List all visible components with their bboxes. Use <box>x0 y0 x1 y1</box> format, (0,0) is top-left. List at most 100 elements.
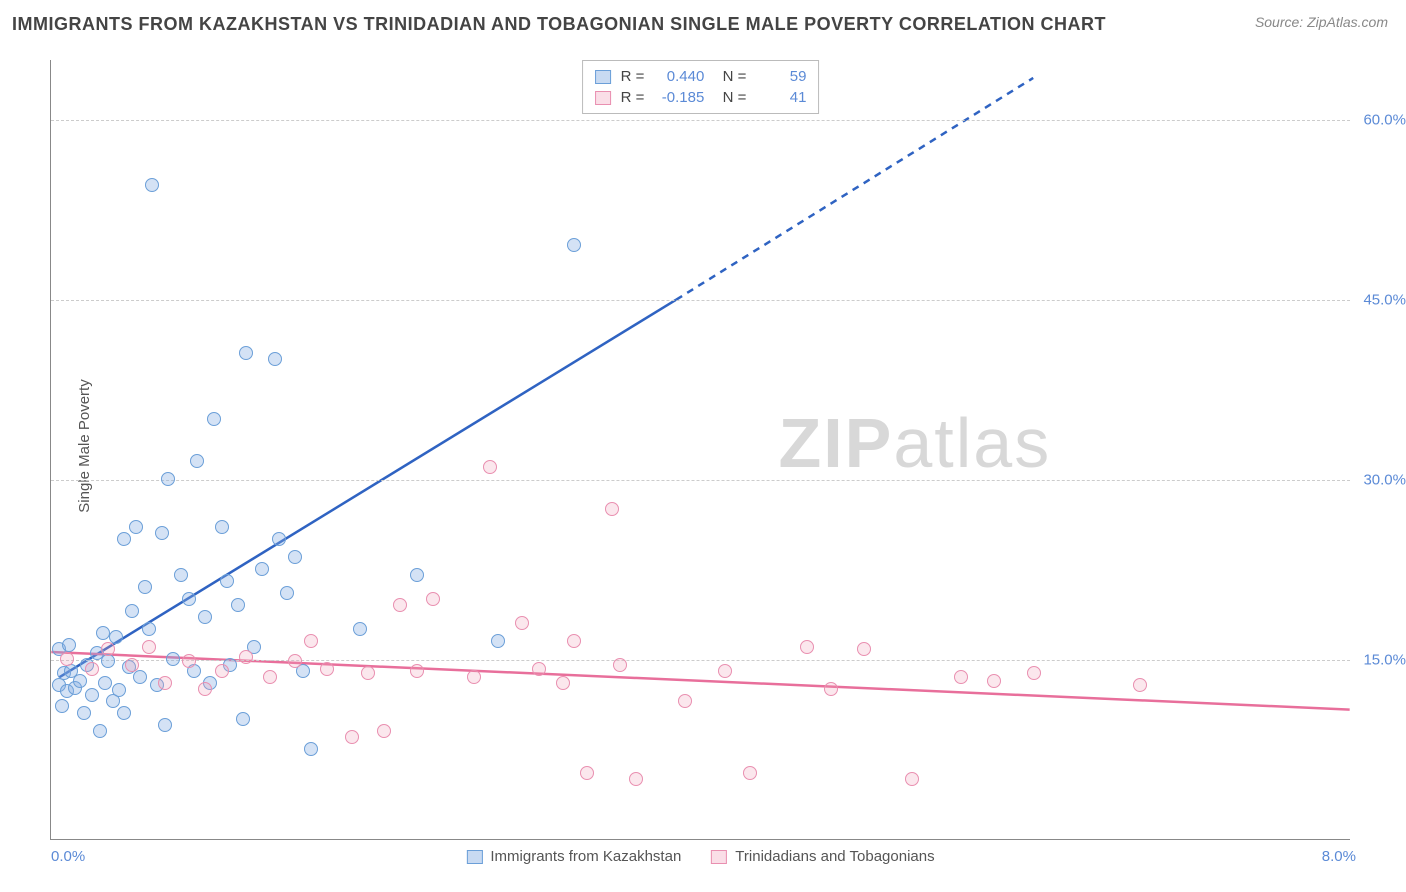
data-point-tt <box>125 658 139 672</box>
trend-line-kaz <box>59 300 676 678</box>
data-point-tt <box>345 730 359 744</box>
data-point-kaz <box>255 562 269 576</box>
data-point-tt <box>60 652 74 666</box>
data-point-kaz <box>158 718 172 732</box>
r-value-tt: -0.185 <box>654 89 704 106</box>
data-point-kaz <box>62 638 76 652</box>
data-point-kaz <box>239 346 253 360</box>
data-point-tt <box>320 662 334 676</box>
scatter-plot: ZIPatlas R = 0.440 N = 59 R = -0.185 N =… <box>50 60 1350 840</box>
data-point-kaz <box>125 604 139 618</box>
data-point-tt <box>215 664 229 678</box>
data-point-kaz <box>268 352 282 366</box>
data-point-kaz <box>85 688 99 702</box>
data-point-kaz <box>198 610 212 624</box>
data-point-kaz <box>155 526 169 540</box>
r-label: R = <box>621 68 645 85</box>
data-point-kaz <box>161 472 175 486</box>
data-point-tt <box>556 676 570 690</box>
data-point-kaz <box>182 592 196 606</box>
data-point-tt <box>85 662 99 676</box>
source-label: Source: ZipAtlas.com <box>1255 14 1388 30</box>
data-point-tt <box>613 658 627 672</box>
swatch-blue <box>595 70 611 84</box>
r-value-kaz: 0.440 <box>654 68 704 85</box>
gridline <box>51 120 1350 121</box>
data-point-kaz <box>142 622 156 636</box>
data-point-kaz <box>491 634 505 648</box>
data-point-kaz <box>220 574 234 588</box>
data-point-tt <box>410 664 424 678</box>
data-point-kaz <box>112 683 126 697</box>
data-point-kaz <box>55 699 69 713</box>
data-point-kaz <box>567 238 581 252</box>
data-point-tt <box>239 650 253 664</box>
data-point-kaz <box>117 532 131 546</box>
data-point-tt <box>377 724 391 738</box>
legend-item-tt: Trinidadians and Tobagonians <box>711 848 934 865</box>
legend-item-kaz: Immigrants from Kazakhstan <box>466 848 681 865</box>
data-point-kaz <box>145 178 159 192</box>
chart-title: IMMIGRANTS FROM KAZAKHSTAN VS TRINIDADIA… <box>12 14 1106 35</box>
n-label: N = <box>714 89 746 106</box>
data-point-tt <box>800 640 814 654</box>
data-point-tt <box>426 592 440 606</box>
stats-row-kaz: R = 0.440 N = 59 <box>595 66 807 87</box>
data-point-kaz <box>236 712 250 726</box>
data-point-tt <box>515 616 529 630</box>
data-point-kaz <box>288 550 302 564</box>
data-point-kaz <box>353 622 367 636</box>
data-point-kaz <box>133 670 147 684</box>
r-label: R = <box>621 89 645 106</box>
data-point-kaz <box>73 674 87 688</box>
swatch-pink <box>595 91 611 105</box>
y-tick-label: 15.0% <box>1363 652 1406 669</box>
data-point-tt <box>532 662 546 676</box>
stats-row-tt: R = -0.185 N = 41 <box>595 87 807 108</box>
legend-label-kaz: Immigrants from Kazakhstan <box>490 848 681 865</box>
data-point-kaz <box>117 706 131 720</box>
data-point-tt <box>1027 666 1041 680</box>
data-point-tt <box>288 654 302 668</box>
data-point-tt <box>857 642 871 656</box>
data-point-tt <box>718 664 732 678</box>
data-point-kaz <box>272 532 286 546</box>
data-point-kaz <box>77 706 91 720</box>
data-point-tt <box>905 772 919 786</box>
data-point-kaz <box>190 454 204 468</box>
legend-label-tt: Trinidadians and Tobagonians <box>735 848 934 865</box>
data-point-kaz <box>98 676 112 690</box>
data-point-kaz <box>101 654 115 668</box>
data-point-tt <box>580 766 594 780</box>
data-point-tt <box>567 634 581 648</box>
y-tick-label: 30.0% <box>1363 472 1406 489</box>
gridline <box>51 300 1350 301</box>
data-point-tt <box>483 460 497 474</box>
data-point-kaz <box>231 598 245 612</box>
y-tick-label: 45.0% <box>1363 292 1406 309</box>
data-point-kaz <box>174 568 188 582</box>
data-point-kaz <box>215 520 229 534</box>
data-point-tt <box>605 502 619 516</box>
n-label: N = <box>714 68 746 85</box>
stats-legend-box: R = 0.440 N = 59 R = -0.185 N = 41 <box>582 60 820 114</box>
swatch-blue <box>466 850 482 864</box>
y-tick-label: 60.0% <box>1363 112 1406 129</box>
data-point-tt <box>263 670 277 684</box>
gridline <box>51 480 1350 481</box>
data-point-tt <box>467 670 481 684</box>
data-point-kaz <box>96 626 110 640</box>
data-point-tt <box>182 654 196 668</box>
data-point-tt <box>393 598 407 612</box>
data-point-tt <box>824 682 838 696</box>
data-point-kaz <box>280 586 294 600</box>
data-point-kaz <box>138 580 152 594</box>
data-point-kaz <box>93 724 107 738</box>
data-point-tt <box>629 772 643 786</box>
x-tick-min: 0.0% <box>51 848 85 865</box>
data-point-kaz <box>304 742 318 756</box>
data-point-tt <box>743 766 757 780</box>
data-point-tt <box>678 694 692 708</box>
data-point-tt <box>987 674 1001 688</box>
data-point-tt <box>142 640 156 654</box>
